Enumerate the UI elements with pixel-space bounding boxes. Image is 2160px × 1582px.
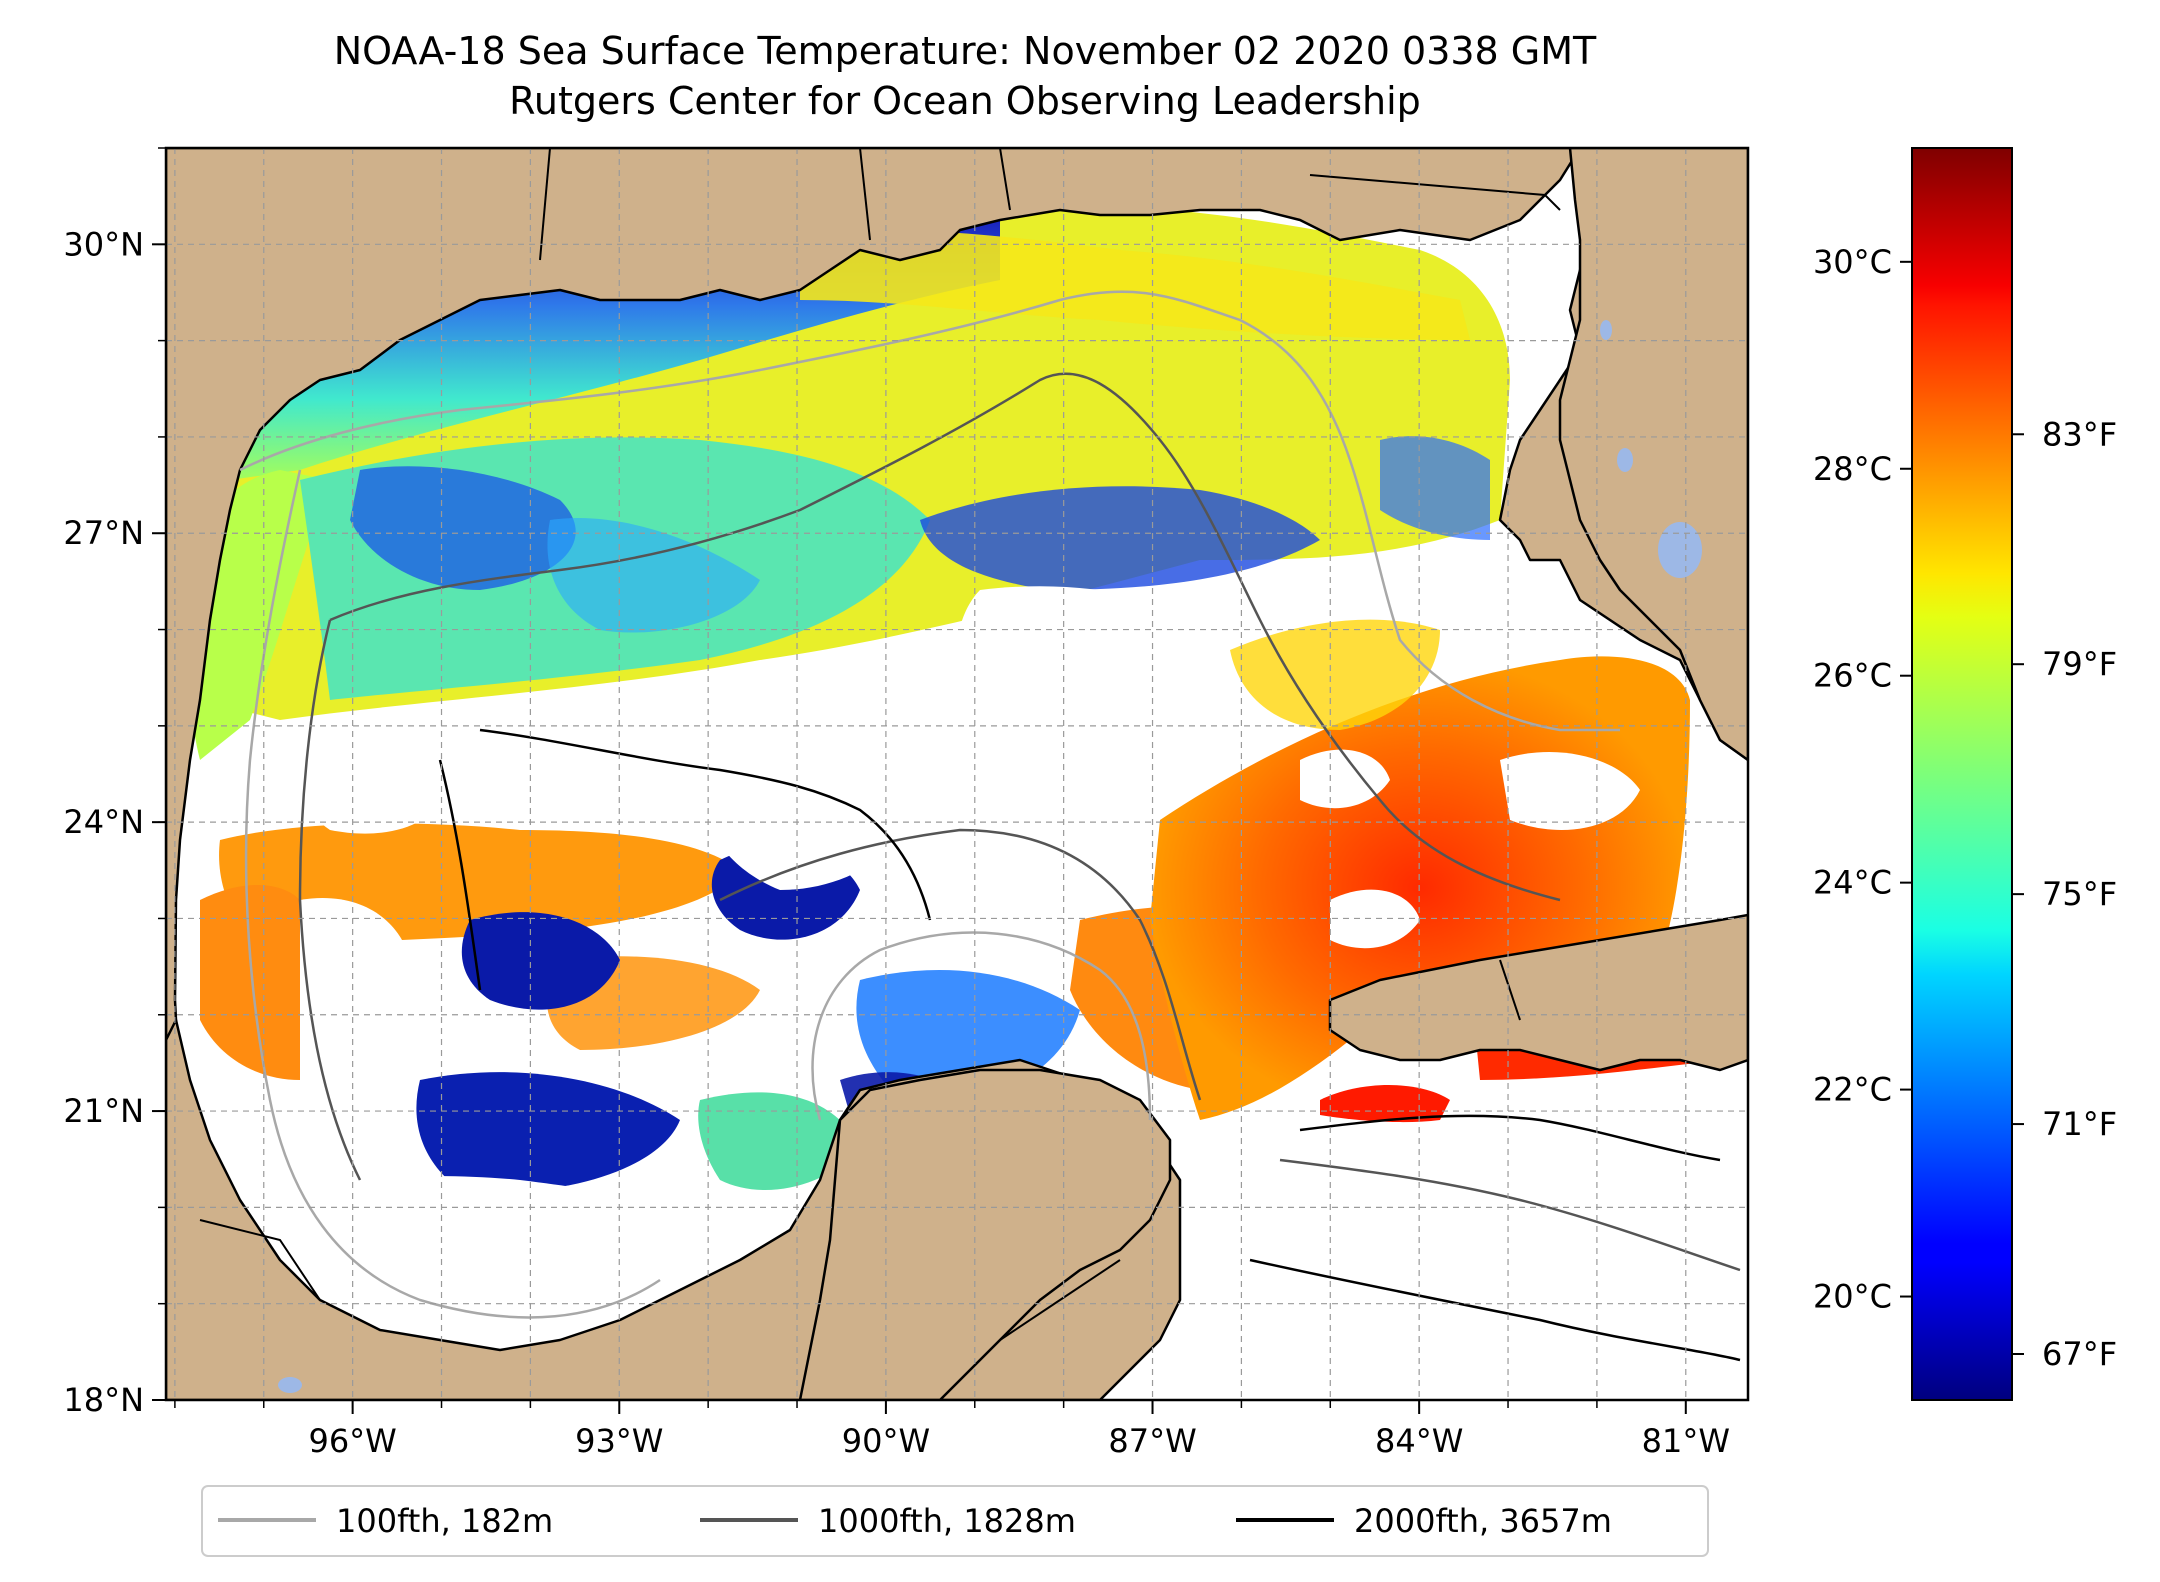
colorbar-fahrenheit-label: 75°F [2042, 875, 2117, 913]
colorbar-celsius-label: 30°C [1813, 243, 1892, 281]
lake-small-1 [1617, 448, 1633, 472]
legend: 100fth, 182m 1000fth, 1828m 2000fth, 365… [201, 1485, 1709, 1557]
lakes [278, 320, 1702, 1393]
border-mx-2 [999, 1259, 1121, 1341]
contour-100fth-west [244, 469, 661, 1319]
colorbar-gradient [1911, 147, 2013, 1401]
lat-tick-label: 30°N [63, 225, 144, 263]
legend-label-100fth: 100fth, 182m [336, 1502, 553, 1540]
lake-small-2 [1600, 320, 1612, 340]
colorbar-fahrenheit-axis: 83°F 79°F 75°F 71°F 67°F [2012, 415, 2117, 1373]
lon-tick-label: 81°W [1642, 1422, 1730, 1460]
political-borders [199, 148, 1561, 1341]
contour-1000fth [329, 372, 1561, 902]
contour-1000fth-caribbean [1279, 1158, 1741, 1272]
legend-label-2000fth: 2000fth, 3657m [1354, 1502, 1612, 1540]
contour-2000fth-caribbean [1299, 1114, 1721, 1162]
lon-tick-label: 93°W [575, 1422, 663, 1460]
land-florida [1558, 148, 1748, 762]
contour-1000fth-west [298, 619, 362, 1181]
lat-tick-label: 21°N [63, 1092, 144, 1130]
colorbar-fahrenheit-label: 83°F [2042, 415, 2117, 453]
land-yucatan [798, 1068, 1172, 1400]
colorbar-fahrenheit-label: 79°F [2042, 645, 2117, 683]
border-ms-al [999, 148, 1011, 211]
latitude-axis: 30°N 27°N 24°N 21°N 18°N [63, 147, 166, 1419]
contour-2000fth [479, 728, 932, 921]
colorbar-celsius-label: 24°C [1813, 864, 1892, 902]
border-tx-la [539, 148, 551, 261]
border-al-fl [1309, 174, 1561, 211]
colorbar-celsius-axis: 30°C 28°C 26°C 24°C 22°C 20°C [1813, 243, 1912, 1316]
land-cuba [1328, 913, 1748, 1072]
colorbar-fahrenheit-label: 71°F [2042, 1105, 2117, 1143]
map-area [166, 148, 1748, 1400]
border-la-ms [859, 148, 871, 241]
contour-1000fth-yucatan [719, 828, 1202, 1101]
colorbar-celsius-label: 20°C [1813, 1278, 1892, 1316]
legend-label-1000fth: 1000fth, 1828m [818, 1502, 1076, 1540]
longitude-axis: 96°W 93°W 90°W 87°W 84°W 81°W [174, 1400, 1730, 1460]
contour-100fth-north [239, 290, 1620, 732]
colorbar-celsius-label: 26°C [1813, 657, 1892, 695]
colorbar-celsius-label: 22°C [1813, 1071, 1892, 1109]
colorbar-celsius-label: 28°C [1813, 450, 1892, 488]
colorbar: 30°C 28°C 26°C 24°C 22°C 20°C 83°F 79°F 75°F 71°… [1813, 147, 2117, 1401]
lon-tick-label: 84°W [1375, 1422, 1463, 1460]
border-mx-1 [199, 1219, 321, 1301]
land [166, 148, 1748, 1400]
lake-okeechobee [1658, 522, 1702, 578]
land-us-north-coast [166, 148, 1582, 1082]
border-cuba [1499, 959, 1521, 1021]
contour-100fth-yucatan [811, 931, 1152, 1121]
lat-tick-label: 18°N [63, 1381, 144, 1419]
lat-tick-label: 27°N [63, 514, 144, 552]
colorbar-fahrenheit-label: 67°F [2042, 1335, 2117, 1373]
map-subtitle: Rutgers Center for Ocean Observing Leade… [509, 79, 1421, 123]
legend-box [201, 1485, 1709, 1557]
map-title: NOAA-18 Sea Surface Temperature: Novembe… [333, 29, 1597, 73]
lake-small-3 [278, 1377, 302, 1393]
lon-tick-label: 96°W [308, 1422, 396, 1460]
lat-tick-label: 24°N [63, 803, 144, 841]
map-frame [164, 146, 1750, 1402]
lon-tick-label: 87°W [1108, 1422, 1196, 1460]
lon-tick-label: 90°W [842, 1422, 930, 1460]
contour-2000fth-loop [438, 759, 482, 991]
